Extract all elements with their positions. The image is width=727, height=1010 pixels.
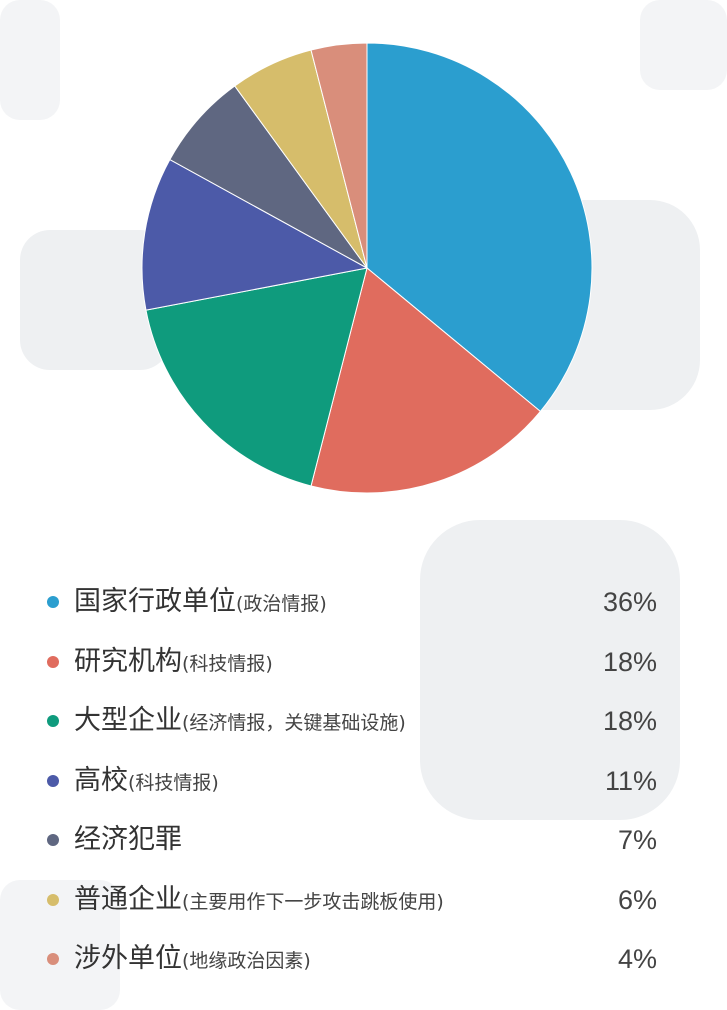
legend-item: 经济犯罪 7% (0, 810, 727, 870)
legend-label-main: 研究机构 (74, 645, 182, 677)
legend-label: 涉外单位(地缘政治因素) (74, 941, 311, 980)
legend-label-note: (科技情报) (182, 652, 273, 675)
legend-label-main: 经济犯罪 (74, 824, 182, 855)
legend-label-main: 普通企业 (74, 883, 182, 915)
legend-label-note: (地缘政治因素) (182, 950, 311, 972)
legend-item: 高校(科技情报) 11% (0, 751, 727, 811)
legend-label: 普通企业(主要用作下一步攻击跳板使用) (74, 882, 444, 921)
pie-slice (145, 267, 368, 487)
legend-marker (47, 953, 59, 965)
pie-slice (141, 158, 369, 311)
legend-label-main: 大型企业 (74, 705, 182, 736)
legend-percentage: 36% (602, 587, 657, 617)
legend-label: 大型企业(经济情报，关键基础设施) (74, 703, 406, 742)
legend-label: 高校(科技情报) (74, 763, 219, 802)
legend-label: 研究机构(科技情报) (74, 644, 273, 683)
legend-label-note: (主要用作下一步攻击跳板使用) (182, 890, 444, 913)
legend-marker (47, 893, 59, 906)
legend-percentage: 6% (617, 884, 657, 915)
pie-slice (366, 42, 593, 413)
pie-chart (141, 42, 593, 494)
legend-label-note: (科技情报) (128, 771, 219, 794)
legend-label-main: 涉外单位 (74, 943, 182, 974)
legend-label-note: (政治情报) (236, 593, 327, 615)
legend-item: 涉外单位(地缘政治因素) 4% (0, 929, 727, 989)
legend-marker (47, 596, 59, 608)
legend-label-note: (经济情报，关键基础设施) (182, 712, 406, 734)
legend-label-main: 国家行政单位 (74, 586, 236, 617)
legend-label: 经济犯罪 (74, 822, 182, 861)
legend-label: 国家行政单位(政治情报) (74, 584, 327, 623)
legend-percentage: 7% (617, 825, 657, 855)
legend-item: 普通企业(主要用作下一步攻击跳板使用) 6% (0, 870, 727, 930)
legend-percentage: 11% (604, 765, 657, 796)
legend-percentage: 4% (617, 944, 657, 974)
legend-label-main: 高校 (74, 764, 128, 796)
legend-item: 研究机构(科技情报) 18% (0, 632, 727, 692)
legend-item: 大型企业(经济情报，关键基础设施) 18% (0, 691, 727, 751)
legend-marker (47, 715, 59, 727)
legend-marker (47, 655, 59, 668)
pie-slice (310, 42, 368, 269)
pie-slice (310, 267, 542, 494)
legend-marker (47, 774, 59, 787)
legend-item: 国家行政单位(政治情报) 36% (0, 572, 727, 632)
legend-percentage: 18% (602, 706, 657, 736)
legend-marker (47, 834, 59, 846)
legend-percentage: 18% (602, 646, 657, 677)
